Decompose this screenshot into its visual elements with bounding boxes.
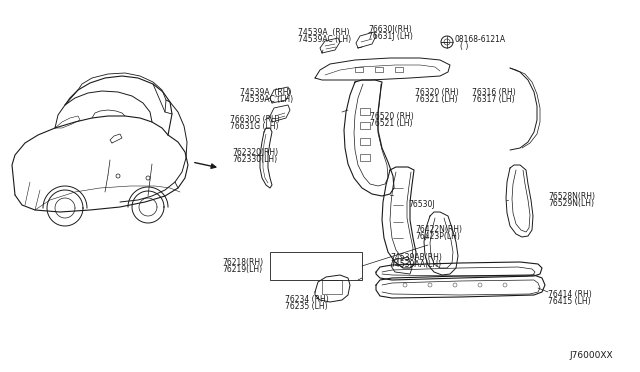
- Text: 76631J (LH): 76631J (LH): [368, 32, 413, 41]
- Text: J76000XX: J76000XX: [570, 351, 613, 360]
- Bar: [360, 108, 370, 115]
- Text: 76521 (LH): 76521 (LH): [370, 119, 413, 128]
- Text: 76317 (LH): 76317 (LH): [472, 95, 515, 104]
- Text: 08168-6121A: 08168-6121A: [455, 35, 506, 44]
- Text: 76422N(RH): 76422N(RH): [415, 225, 462, 234]
- Bar: [270, 252, 362, 280]
- Text: 76234 (RH): 76234 (RH): [285, 295, 329, 304]
- Text: ( ): ( ): [460, 42, 468, 51]
- Text: 76414 (RH): 76414 (RH): [548, 290, 592, 299]
- Text: 762320(RH): 762320(RH): [232, 148, 278, 157]
- Bar: [360, 122, 370, 129]
- Text: 76320 (RH): 76320 (RH): [415, 88, 459, 97]
- Bar: [355, 67, 363, 72]
- Bar: [360, 138, 370, 145]
- Text: 76321 (LH): 76321 (LH): [415, 95, 458, 104]
- Text: 76219(LH): 76219(LH): [222, 265, 262, 274]
- Text: 76316 (RH): 76316 (RH): [472, 88, 516, 97]
- Text: 76415 (LH): 76415 (LH): [548, 297, 591, 306]
- Text: 74539AC (LH): 74539AC (LH): [240, 95, 293, 104]
- Bar: [375, 67, 383, 72]
- Text: 76630J(RH): 76630J(RH): [368, 25, 412, 34]
- Text: 74539A  (RH): 74539A (RH): [298, 28, 349, 37]
- Text: 76630G (RH): 76630G (RH): [230, 115, 280, 124]
- Text: 74539AB(RH): 74539AB(RH): [390, 253, 442, 262]
- Text: 74539A  (RH): 74539A (RH): [240, 88, 291, 97]
- Text: 76631G (LH): 76631G (LH): [230, 122, 278, 131]
- Text: 76530J: 76530J: [408, 200, 435, 209]
- Text: 76218(RH): 76218(RH): [222, 258, 263, 267]
- Bar: [322, 280, 342, 294]
- Text: 76528N(RH): 76528N(RH): [548, 192, 595, 201]
- Text: 76529N(LH): 76529N(LH): [548, 199, 594, 208]
- Text: 762330(LH): 762330(LH): [232, 155, 277, 164]
- Text: 76520 (RH): 76520 (RH): [370, 112, 413, 121]
- Text: 76235 (LH): 76235 (LH): [285, 302, 328, 311]
- Text: 74539AA(LH): 74539AA(LH): [390, 260, 441, 269]
- Text: 76423P(LH): 76423P(LH): [415, 232, 460, 241]
- Bar: [360, 154, 370, 161]
- Text: 74539AC (LH): 74539AC (LH): [298, 35, 351, 44]
- Bar: [395, 67, 403, 72]
